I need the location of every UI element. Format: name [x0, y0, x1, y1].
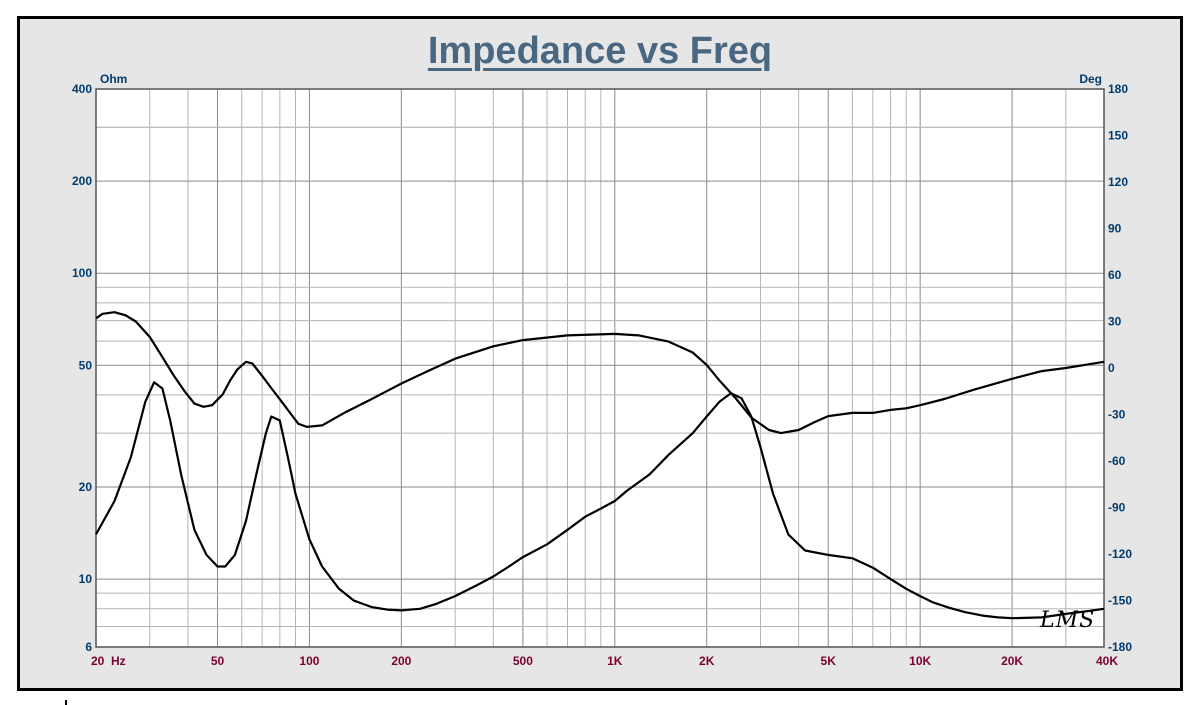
- left-tick-label: 100: [72, 266, 92, 280]
- x-tick-label: 100: [299, 654, 319, 668]
- right-tick-label: 150: [1108, 129, 1128, 143]
- right-axis-unit: Deg: [1079, 72, 1102, 86]
- left-tick-label: 6: [85, 640, 92, 654]
- right-tick-label: 180: [1108, 82, 1128, 96]
- x-tick-label: 1K: [607, 654, 623, 668]
- x-tick-label: 40K: [1096, 654, 1118, 668]
- x-tick-label: 20K: [1001, 654, 1023, 668]
- right-tick-label: -180: [1108, 640, 1132, 654]
- right-tick-label: 90: [1108, 222, 1122, 236]
- impedance-curve: [95, 381, 1105, 620]
- right-tick-label: -30: [1108, 408, 1126, 422]
- right-tick-label: -60: [1108, 454, 1126, 468]
- left-tick-label: 200: [72, 174, 92, 188]
- x-tick-label: 20 Hz: [91, 654, 126, 668]
- left-axis-unit: Ohm: [100, 72, 127, 86]
- x-tick-label: 50: [211, 654, 225, 668]
- right-tick-label: 30: [1108, 315, 1122, 329]
- right-tick-label: -150: [1108, 594, 1132, 608]
- curves: [95, 311, 1105, 620]
- x-tick-label: 500: [513, 654, 533, 668]
- plot-background: [96, 89, 1104, 647]
- left-tick-label: 10: [79, 572, 93, 586]
- right-tick-label: 60: [1108, 268, 1122, 282]
- bottom-status-bar: [17, 688, 1183, 705]
- right-tick-label: -120: [1108, 547, 1132, 561]
- right-tick-label: 0: [1108, 361, 1115, 375]
- x-tick-label: 10K: [909, 654, 931, 668]
- chart-title: Impedance vs Freq: [427, 30, 773, 72]
- phase-curve: [95, 311, 1105, 435]
- right-tick-label: 120: [1108, 175, 1128, 189]
- x-tick-label: 200: [391, 654, 411, 668]
- plot-border: [95, 88, 1105, 648]
- x-tick-label: 5K: [821, 654, 837, 668]
- left-tick-label: 50: [79, 358, 93, 372]
- right-tick-label: -90: [1108, 501, 1126, 515]
- axis-labels: 6 10 20 50 100 200 400 -180 -150 -120 -90 -60 -30 0 30…: [72, 72, 1132, 668]
- left-tick-label: 400: [72, 82, 92, 96]
- status-bar-divider: [65, 700, 67, 705]
- left-tick-label: 20: [79, 480, 93, 494]
- x-tick-label: 2K: [699, 654, 715, 668]
- grid: [95, 89, 1105, 647]
- signature-text: LMS: [1040, 608, 1096, 633]
